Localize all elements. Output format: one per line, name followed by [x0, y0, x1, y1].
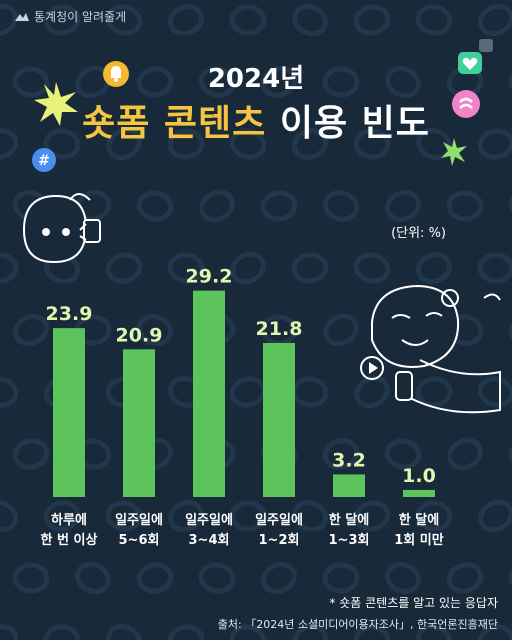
category-label-3-1: 1~2회 — [259, 532, 300, 548]
category-label-4-1: 1~3회 — [329, 532, 370, 548]
value-label-3: 21.8 — [256, 318, 303, 340]
category-label-3-0: 일주일에 — [255, 512, 303, 528]
title-rest: 이용 빈도 — [279, 103, 430, 144]
page-title: 숏폼 콘텐츠 이용 빈도 — [0, 94, 512, 146]
category-label-0-1: 한 번 이상 — [41, 532, 98, 548]
bar-1 — [123, 349, 155, 497]
category-label-5-0: 한 달에 — [399, 512, 439, 528]
value-label-5: 1.0 — [402, 465, 436, 487]
brand-logo: 통계청이 알려줄게 — [14, 8, 126, 25]
bar-2 — [193, 290, 225, 497]
bar-3 — [263, 342, 295, 497]
unit-label: (단위: %) — [391, 226, 446, 241]
value-label-4: 3.2 — [332, 449, 366, 471]
bar-4 — [333, 474, 365, 497]
category-label-4-0: 한 달에 — [329, 512, 369, 528]
title-highlight: 숏폼 콘텐츠 — [82, 103, 267, 144]
category-label-1-0: 일주일에 — [115, 512, 163, 528]
brand-logo-text: 통계청이 알려줄게 — [34, 10, 127, 24]
title-year: 2024년 — [207, 64, 305, 94]
category-label-2-1: 3~4회 — [189, 532, 230, 548]
source-note: 출처: 「2024년 소셜미디어이용자조사」, 한국언론진흥재단 — [217, 618, 498, 631]
bar-0 — [53, 328, 85, 497]
category-label-2-0: 일주일에 — [185, 512, 233, 528]
footnote: * 숏폼 콘텐츠를 알고 있는 응답자 — [329, 596, 498, 610]
value-label-2: 29.2 — [186, 266, 233, 288]
bar-5 — [403, 489, 435, 497]
value-label-1: 20.9 — [116, 324, 163, 346]
value-label-0: 23.9 — [46, 303, 93, 325]
category-label-0-0: 하루에 — [51, 512, 87, 528]
category-label-5-1: 1회 미만 — [394, 532, 443, 548]
brand-logo-icon — [15, 12, 29, 21]
category-label-1-1: 5~6회 — [119, 532, 160, 548]
